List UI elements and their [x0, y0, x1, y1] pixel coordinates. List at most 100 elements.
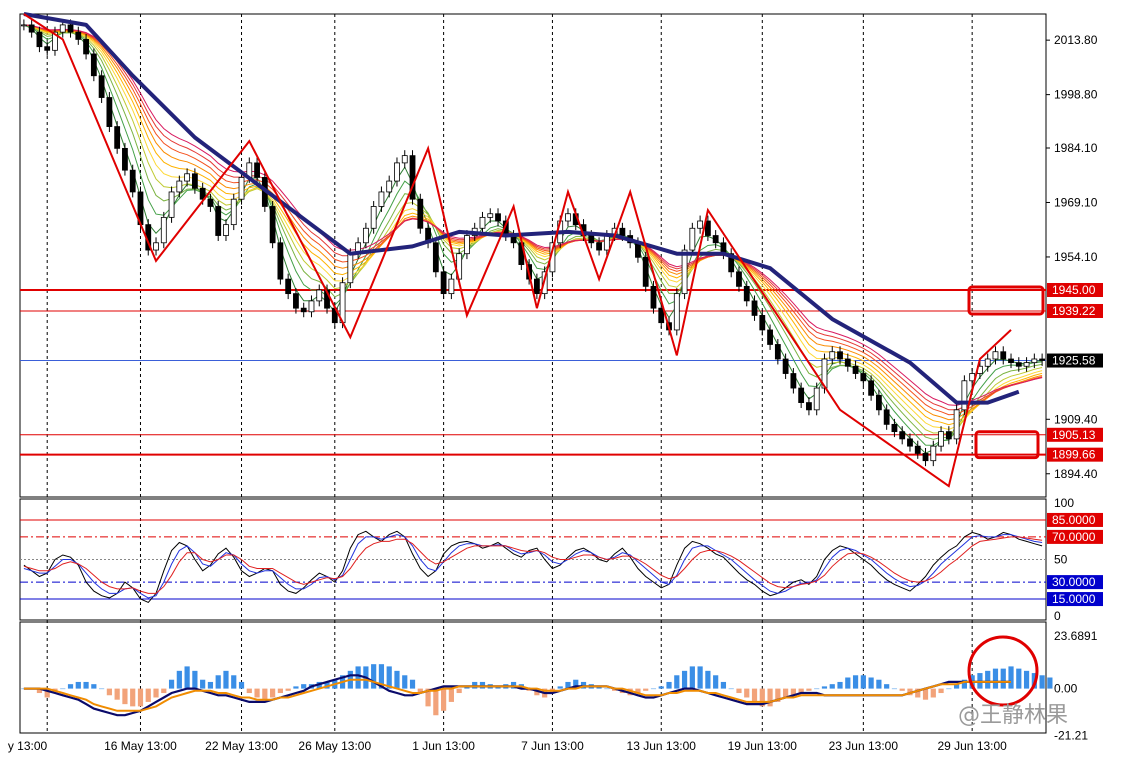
candle-body — [223, 224, 229, 236]
ma-ribbon-line — [23, 24, 1043, 426]
candle-body — [767, 329, 773, 345]
candle-body — [736, 271, 742, 287]
macd-panel — [19, 621, 1047, 734]
candle-body — [487, 213, 494, 218]
macd-histogram-bar — [1039, 675, 1045, 689]
candle-body — [565, 213, 571, 222]
candle-body — [83, 39, 89, 55]
y-tick-label: 1984.10 — [1054, 141, 1098, 155]
candle-body — [316, 289, 323, 302]
candle-body — [394, 162, 400, 182]
macd-histogram-bar — [145, 688, 151, 702]
price-level-tag — [1047, 303, 1103, 318]
stoch-level-label: 85.0000 — [1052, 513, 1096, 527]
macd-y-tick-label: 0.00 — [1054, 682, 1078, 696]
candle-body — [603, 235, 610, 251]
macd-histogram-bar — [759, 688, 765, 707]
candle-body — [790, 373, 797, 389]
candle-body — [28, 24, 35, 33]
candle-body — [533, 278, 540, 295]
candle-body — [36, 31, 43, 48]
macd-histogram-bar — [1047, 677, 1053, 689]
x-tick-label: y 13:00 — [8, 739, 48, 753]
macd-histogram-bar — [402, 675, 408, 689]
macd-histogram-bar — [860, 675, 866, 689]
macd-histogram-bar — [44, 688, 50, 698]
stoch-level-tag — [1047, 592, 1103, 607]
y-tick-label: 1954.10 — [1054, 250, 1098, 264]
macd-histogram-bar — [954, 684, 960, 689]
candle-body — [658, 307, 665, 324]
candle-body — [844, 358, 851, 367]
price-level-tag — [1047, 427, 1103, 442]
macd-histogram-bar — [425, 688, 431, 707]
macd-histogram-bar — [246, 688, 252, 694]
candle-body — [712, 235, 719, 244]
macd-histogram-bar — [985, 670, 991, 689]
candle-body — [153, 242, 159, 251]
macd-histogram-bar — [192, 670, 198, 689]
stoch-series-line — [23, 530, 1043, 604]
macd-histogram-bar — [433, 688, 439, 716]
candle-body — [1000, 351, 1007, 360]
candle-body — [75, 31, 82, 40]
candle-body — [370, 206, 377, 229]
candle-body — [728, 253, 735, 273]
candle-body — [160, 216, 167, 244]
macd-histogram-bar — [441, 688, 447, 711]
macd-histogram-bar — [153, 688, 159, 698]
macd-histogram-bar — [99, 688, 105, 690]
candle-body — [52, 31, 58, 51]
macd-histogram-bar — [938, 688, 944, 694]
stoch-series-line — [23, 534, 1043, 599]
ma-ribbon-line — [23, 24, 1043, 411]
candle-body — [650, 285, 657, 309]
candle-body — [961, 380, 968, 411]
macd-histogram-bar — [293, 686, 299, 689]
candle-body — [806, 402, 812, 411]
macd-histogram-bar — [829, 684, 835, 689]
macd-histogram-bar — [137, 688, 144, 707]
candle-body — [681, 249, 688, 295]
x-tick-label: 1 Jun 13:00 — [412, 739, 475, 753]
macd-histogram-bar — [448, 688, 454, 702]
macd-histogram-bar — [67, 684, 74, 689]
macd-histogram-bar — [681, 670, 688, 689]
candle-body — [277, 242, 284, 280]
macd-histogram-bar — [899, 688, 905, 691]
x-tick-label: 7 Jun 13:00 — [521, 739, 584, 753]
candle-body — [837, 351, 843, 360]
candle-body — [953, 409, 960, 440]
candle-body — [883, 409, 890, 425]
price-level-label: 1945.00 — [1052, 283, 1096, 297]
candle-body — [479, 216, 486, 229]
candle-body — [254, 162, 260, 178]
candle-body — [230, 198, 237, 226]
candle-body — [907, 438, 913, 447]
macd-histogram-bar — [285, 688, 291, 691]
stoch-series-line — [23, 536, 1043, 594]
y-tick-label: 1894.40 — [1054, 467, 1098, 481]
x-tick-label: 13 Jun 13:00 — [627, 739, 697, 753]
price-level-label: 1939.22 — [1052, 304, 1096, 318]
candle-body — [417, 198, 424, 229]
x-tick-label: 26 May 13:00 — [298, 739, 371, 753]
candle-body — [813, 387, 820, 411]
macd-histogram-bar — [277, 688, 283, 694]
candle-body — [1008, 358, 1014, 364]
candle-body — [432, 242, 439, 273]
stoch-level-tag — [1047, 529, 1103, 544]
candle-body — [689, 227, 696, 251]
candle-body — [495, 213, 501, 222]
x-tick-label: 16 May 13:00 — [104, 739, 177, 753]
candle-body — [129, 169, 136, 193]
macd-histogram-bar — [604, 688, 610, 690]
macd-histogram-bar — [992, 668, 999, 689]
macd-histogram-bar — [580, 681, 587, 689]
macd-histogram-bar — [130, 688, 136, 707]
macd-histogram-bar — [806, 688, 812, 691]
stoch-level-label: 15.0000 — [1052, 592, 1096, 606]
macd-signal-line — [23, 678, 1011, 712]
candle-body — [697, 220, 704, 229]
candle-body — [98, 75, 105, 98]
